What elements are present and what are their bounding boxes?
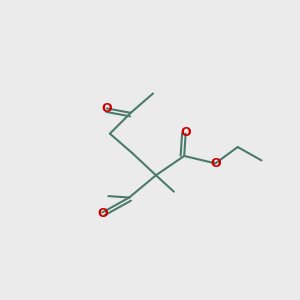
Text: O: O (102, 103, 112, 116)
Text: O: O (97, 206, 108, 220)
Text: O: O (210, 157, 221, 170)
Text: O: O (180, 126, 191, 139)
